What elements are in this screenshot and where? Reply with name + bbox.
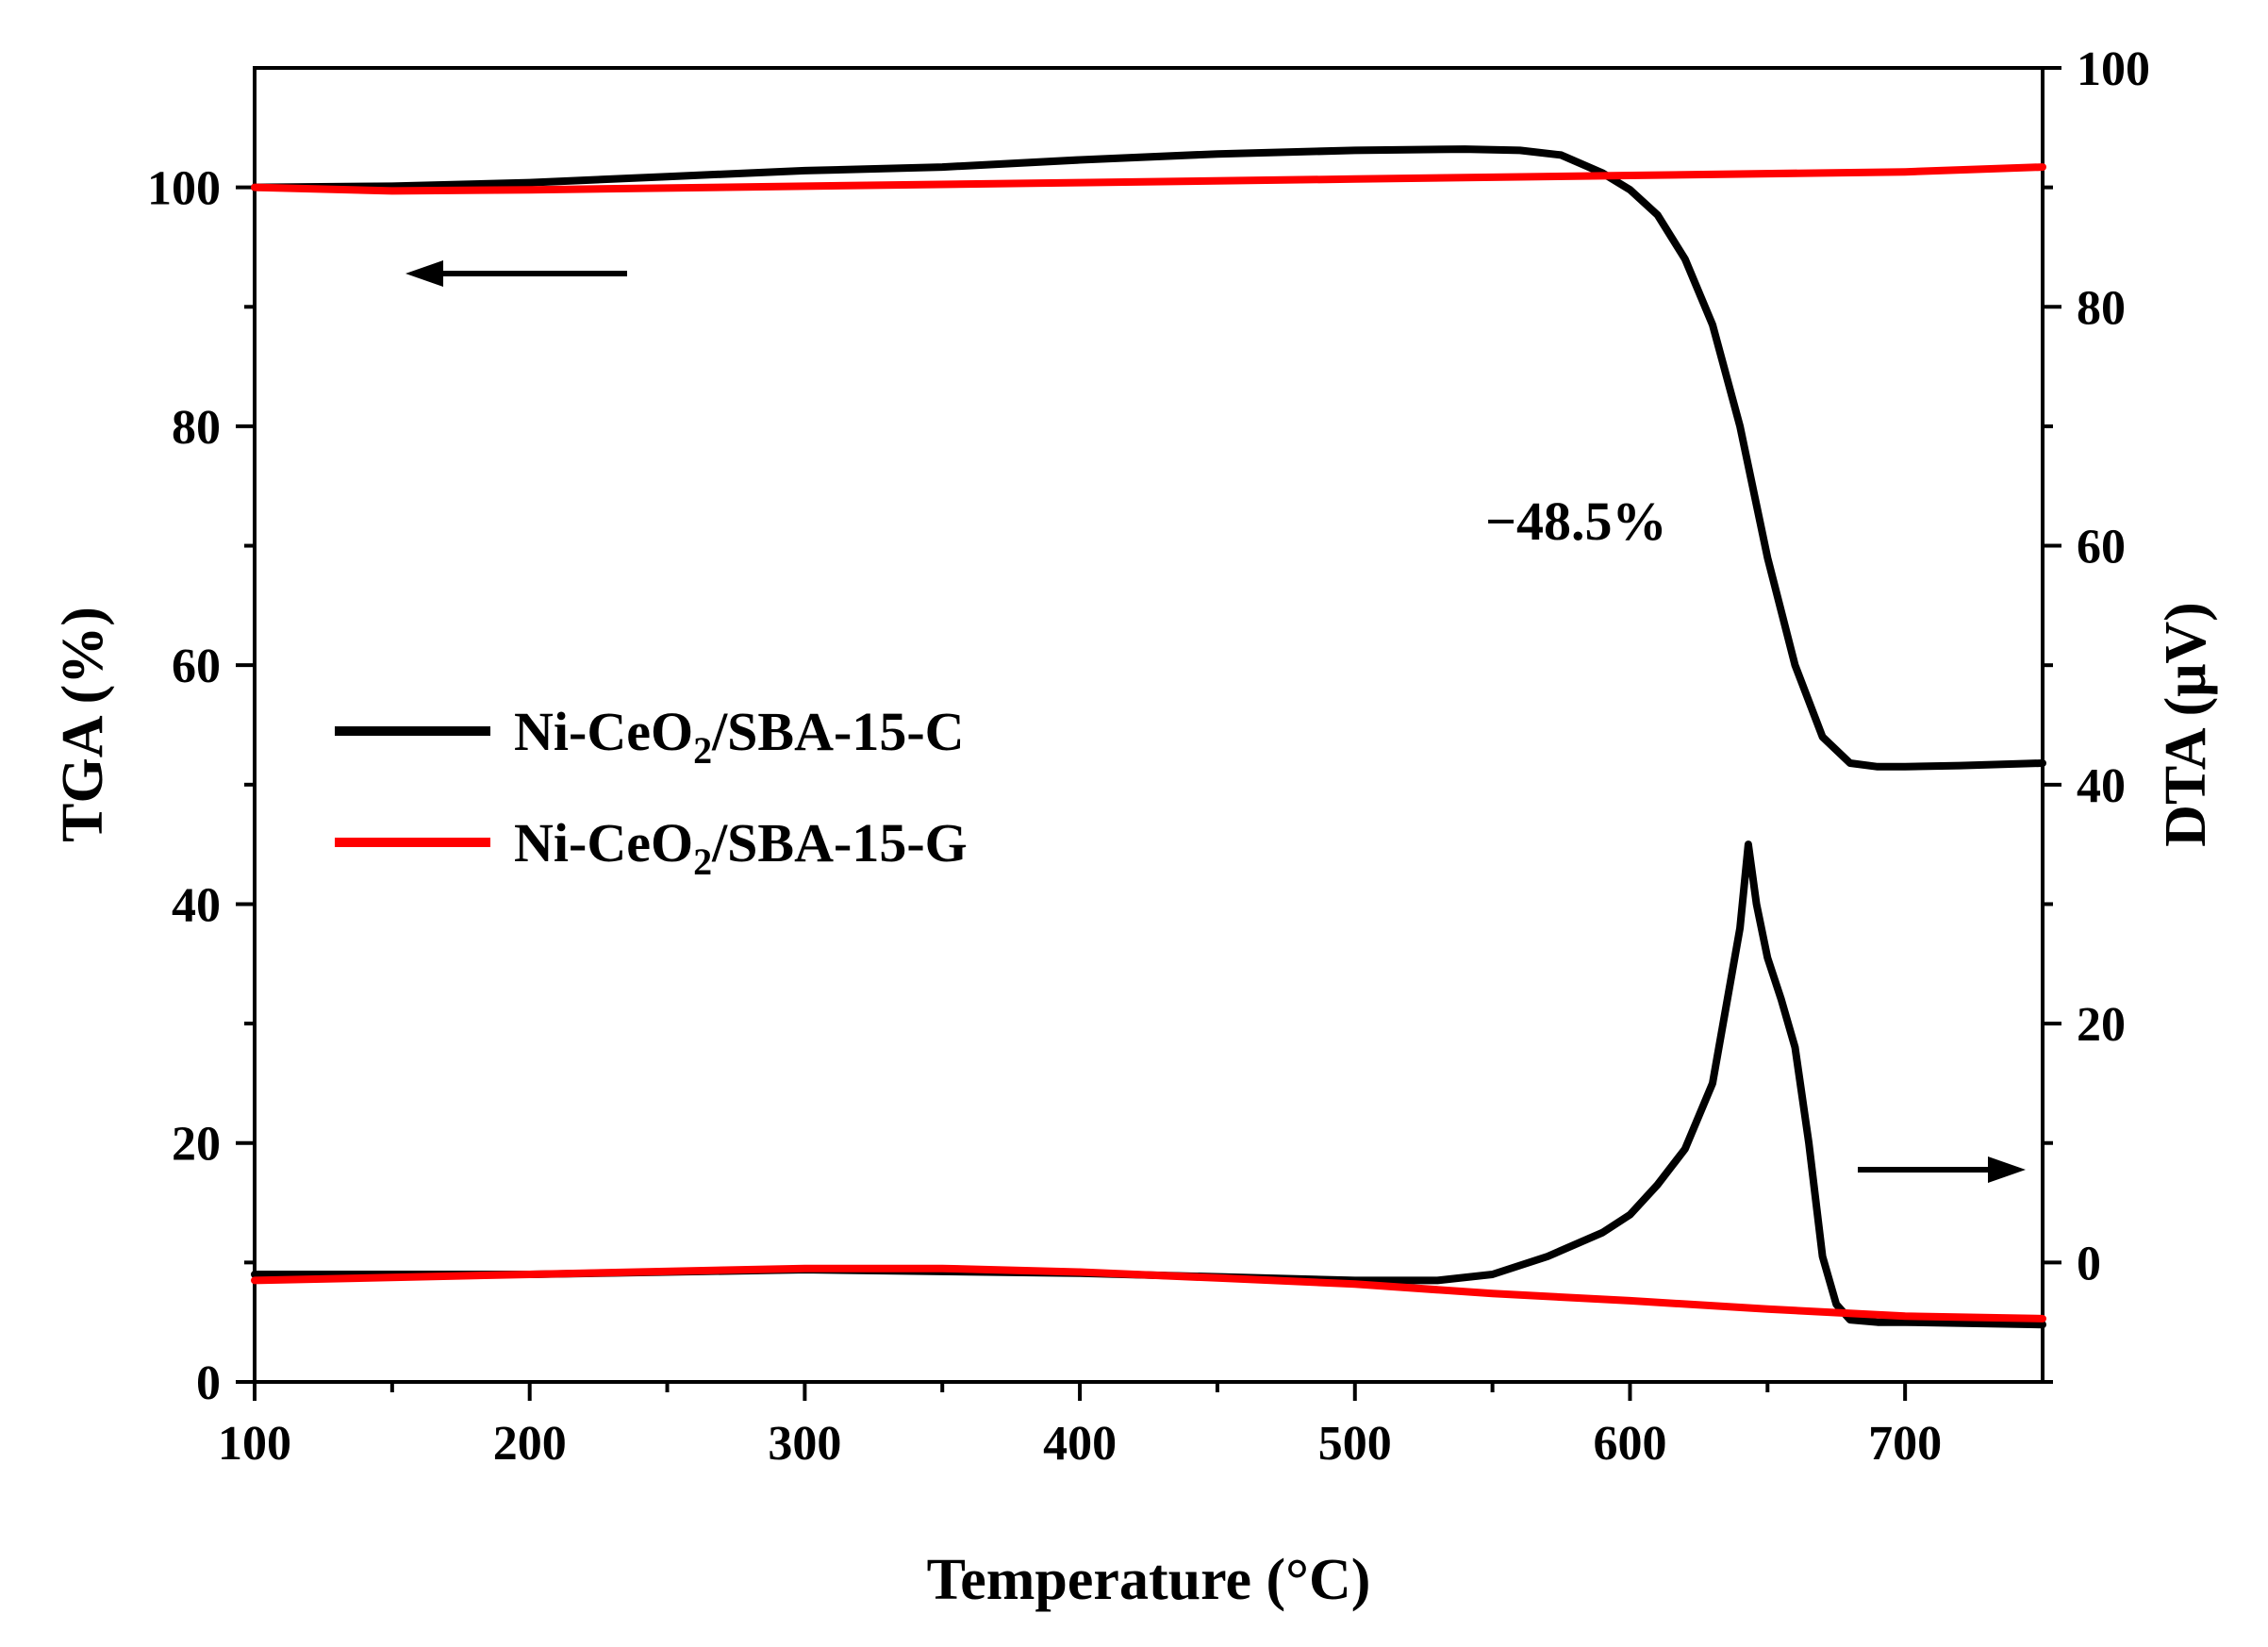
y-right-axis-title: DTA (μV) <box>2154 602 2218 847</box>
y-right-tick-label-40: 40 <box>2077 759 2126 813</box>
legend: Ni-CeO2/SBA-15-C Ni-CeO2/SBA-15-G <box>335 701 968 883</box>
x-tick-label-700: 700 <box>1868 1417 1942 1471</box>
y-right-tick-label-0: 0 <box>2077 1237 2101 1290</box>
y-left-tick-label-100: 100 <box>147 162 221 216</box>
series-layer <box>251 145 2046 1329</box>
x-tick-label-200: 200 <box>493 1417 567 1471</box>
y-right-tick-label-100: 100 <box>2077 42 2150 96</box>
ticks-layer: 100 200 300 400 500 600 700 0 20 40 60 80 100 0 20 40 60… <box>147 42 2150 1471</box>
x-axis-title: Temperature (°C) <box>927 1548 1371 1612</box>
dta-line-ni-ceo2-sba-15-g <box>251 1264 2046 1323</box>
x-tick-label-400: 400 <box>1043 1417 1117 1471</box>
y-right-tick-label-80: 80 <box>2077 281 2126 335</box>
x-tick-label-500: 500 <box>1318 1417 1392 1471</box>
x-tick-label-600: 600 <box>1593 1417 1666 1471</box>
y-left-axis-title: TGA (%) <box>51 607 115 842</box>
x-tick-label-300: 300 <box>768 1417 841 1471</box>
legend-label-c: Ni-CeO2/SBA-15-C <box>514 701 965 772</box>
x-tick-label-100: 100 <box>218 1417 291 1471</box>
legend-label-g: Ni-CeO2/SBA-15-G <box>514 812 968 883</box>
y-left-tick-label-20: 20 <box>172 1118 221 1172</box>
y-left-tick-label-80: 80 <box>172 401 221 455</box>
y-right-tick-label-20: 20 <box>2077 998 2126 1052</box>
tga-axis-arrow <box>406 260 627 287</box>
tga-line-ni-ceo2-sba-15-c <box>251 145 2046 771</box>
y-left-tick-label-0: 0 <box>196 1356 221 1410</box>
y-left-tick-label-60: 60 <box>172 640 221 693</box>
mass-loss-annotation: −48.5% <box>1485 491 1667 552</box>
y-left-tick-label-40: 40 <box>172 878 221 932</box>
y-right-tick-label-60: 60 <box>2077 521 2126 574</box>
dta-line-ni-ceo2-sba-15-c <box>251 840 2046 1329</box>
tga-line-ni-ceo2-sba-15-g <box>251 163 2046 195</box>
dta-axis-arrow <box>1858 1156 2026 1183</box>
plot-frame <box>253 66 2045 1384</box>
